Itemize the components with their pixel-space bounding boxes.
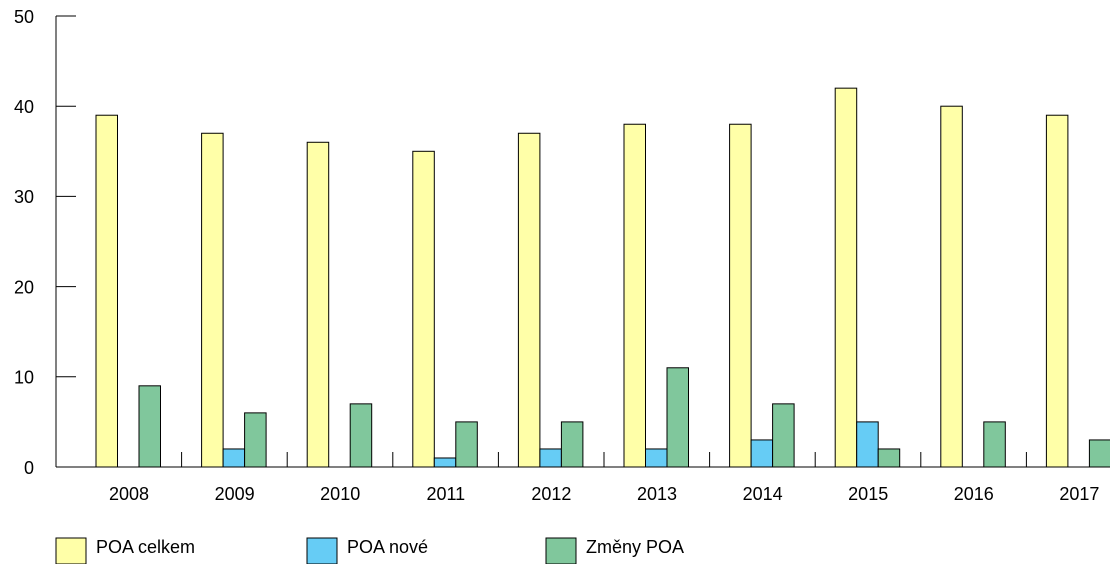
legend-label: POA celkem xyxy=(96,537,195,557)
bar xyxy=(138,385,161,468)
x-tick-label: 2009 xyxy=(215,484,255,504)
bar xyxy=(539,448,562,468)
bar xyxy=(433,457,457,468)
bar xyxy=(877,448,901,468)
y-tick-label: 30 xyxy=(14,187,34,207)
y-tick-label: 20 xyxy=(14,277,34,297)
legend-swatch xyxy=(306,537,338,564)
x-tick-label: 2011 xyxy=(426,484,465,504)
bar xyxy=(940,105,963,468)
bar xyxy=(750,439,774,468)
x-tick-label: 2014 xyxy=(743,484,783,504)
bar xyxy=(455,421,478,468)
bar xyxy=(623,123,646,468)
bar xyxy=(201,132,224,468)
x-tick-label: 2010 xyxy=(320,484,360,504)
bar xyxy=(645,448,668,468)
bar xyxy=(222,448,246,468)
bar xyxy=(666,367,689,468)
bar xyxy=(1045,114,1069,468)
bar xyxy=(244,412,267,468)
bar xyxy=(517,132,541,468)
legend-label: Změny POA xyxy=(586,537,684,557)
y-tick-label: 40 xyxy=(14,97,34,117)
bar xyxy=(856,421,879,468)
bar xyxy=(1088,439,1110,468)
legend-swatch xyxy=(55,537,87,564)
bar xyxy=(729,123,752,468)
y-tick-label: 0 xyxy=(24,458,34,478)
bar xyxy=(560,421,584,468)
x-tick-label: 2015 xyxy=(848,484,888,504)
y-tick-label: 10 xyxy=(14,368,34,388)
legend-label: POA nové xyxy=(347,537,428,557)
bar xyxy=(772,403,795,468)
bar xyxy=(349,403,373,468)
x-tick-label: 2016 xyxy=(954,484,994,504)
bar xyxy=(834,87,858,468)
x-tick-label: 2008 xyxy=(109,484,149,504)
bar xyxy=(95,114,118,468)
x-tick-label: 2012 xyxy=(531,484,571,504)
bar xyxy=(983,421,1006,468)
x-tick-label: 2017 xyxy=(1059,484,1099,504)
legend-swatch xyxy=(545,537,577,564)
x-tick-label: 2013 xyxy=(637,484,677,504)
bar xyxy=(306,141,330,468)
y-tick-label: 50 xyxy=(14,7,34,27)
bar xyxy=(412,150,435,468)
